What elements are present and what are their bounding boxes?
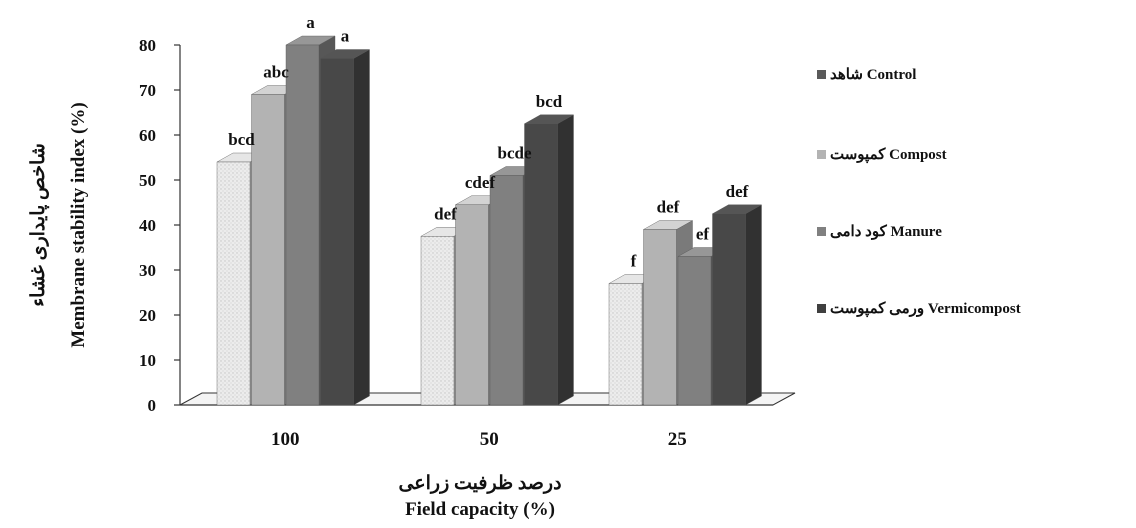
bar-significance-label: bcd bbox=[536, 92, 563, 111]
bar-significance-label: ef bbox=[696, 225, 710, 244]
bar-front bbox=[524, 123, 558, 406]
bar-significance-label: def bbox=[657, 198, 680, 217]
bar bbox=[711, 204, 763, 406]
y-axis-title-persian: شاخص پایداری غشاء bbox=[28, 143, 49, 307]
bar-front bbox=[216, 161, 251, 406]
bar-significance-label: bcd bbox=[228, 130, 255, 149]
bar-side bbox=[745, 204, 762, 406]
legend: شاهد Control کمپوست Compost کود دامی Manur… bbox=[817, 67, 1021, 318]
y-tick-label: 0 bbox=[148, 396, 157, 415]
y-tick-label: 10 bbox=[139, 351, 156, 370]
bar-significance-label: bcde bbox=[498, 144, 532, 163]
bar-significance-label: a bbox=[341, 27, 350, 46]
bar-front bbox=[489, 175, 524, 406]
y-tick-label: 70 bbox=[139, 81, 156, 100]
bar-front bbox=[677, 256, 712, 406]
legend-entry-label: کود دامی Manure bbox=[830, 224, 942, 240]
bar-front bbox=[608, 283, 643, 406]
x-axis: 100 50 25 bbox=[271, 429, 687, 450]
legend-entry-label: شاهد Control bbox=[830, 67, 916, 83]
legend-entry-label: کمپوست Compost bbox=[830, 147, 947, 164]
y-tick-label: 50 bbox=[139, 171, 156, 190]
bar bbox=[319, 49, 371, 406]
bar-front bbox=[455, 204, 489, 406]
bar-front bbox=[320, 58, 354, 406]
bar-front bbox=[251, 94, 285, 406]
y-axis: 0 10 20 30 40 50 60 70 80 bbox=[139, 36, 181, 415]
bar-front bbox=[285, 44, 320, 406]
legend-swatch bbox=[817, 70, 826, 79]
legend-swatch bbox=[817, 304, 826, 313]
bar-significance-label: f bbox=[631, 252, 637, 271]
x-axis-title: Field capacity (%) bbox=[405, 499, 555, 520]
bar-front bbox=[712, 213, 746, 406]
y-tick-label: 40 bbox=[139, 216, 156, 235]
bar-side bbox=[557, 114, 574, 406]
axis-titles: Membrane stability index (%) شاخص پایداری… bbox=[28, 102, 562, 520]
bar-significance-label: cdef bbox=[465, 173, 496, 192]
bar-significance-label: def bbox=[726, 182, 749, 201]
bar-front bbox=[420, 236, 455, 406]
bar bbox=[523, 114, 575, 406]
y-tick-label: 20 bbox=[139, 306, 156, 325]
bar-front bbox=[643, 229, 677, 406]
bar-significance-label: a bbox=[306, 13, 315, 32]
bars bbox=[216, 35, 763, 406]
y-tick-label: 60 bbox=[139, 126, 156, 145]
x-category-label: 50 bbox=[480, 429, 499, 450]
y-tick-label: 80 bbox=[139, 36, 156, 55]
y-axis-title: Membrane stability index (%) bbox=[68, 102, 89, 347]
bar-side bbox=[353, 49, 370, 406]
bar-significance-label: abc bbox=[263, 63, 289, 82]
x-category-label: 100 bbox=[271, 429, 300, 450]
bar-significance-label: def bbox=[434, 204, 457, 223]
legend-swatch bbox=[817, 227, 826, 236]
y-tick-label: 30 bbox=[139, 261, 156, 280]
x-axis-title-persian: درصد ظرفیت زراعی bbox=[398, 473, 561, 494]
legend-swatch bbox=[817, 150, 826, 159]
legend-entry-label: ورمی کمپوست Vermicompost bbox=[830, 301, 1021, 318]
x-category-label: 25 bbox=[668, 429, 687, 450]
